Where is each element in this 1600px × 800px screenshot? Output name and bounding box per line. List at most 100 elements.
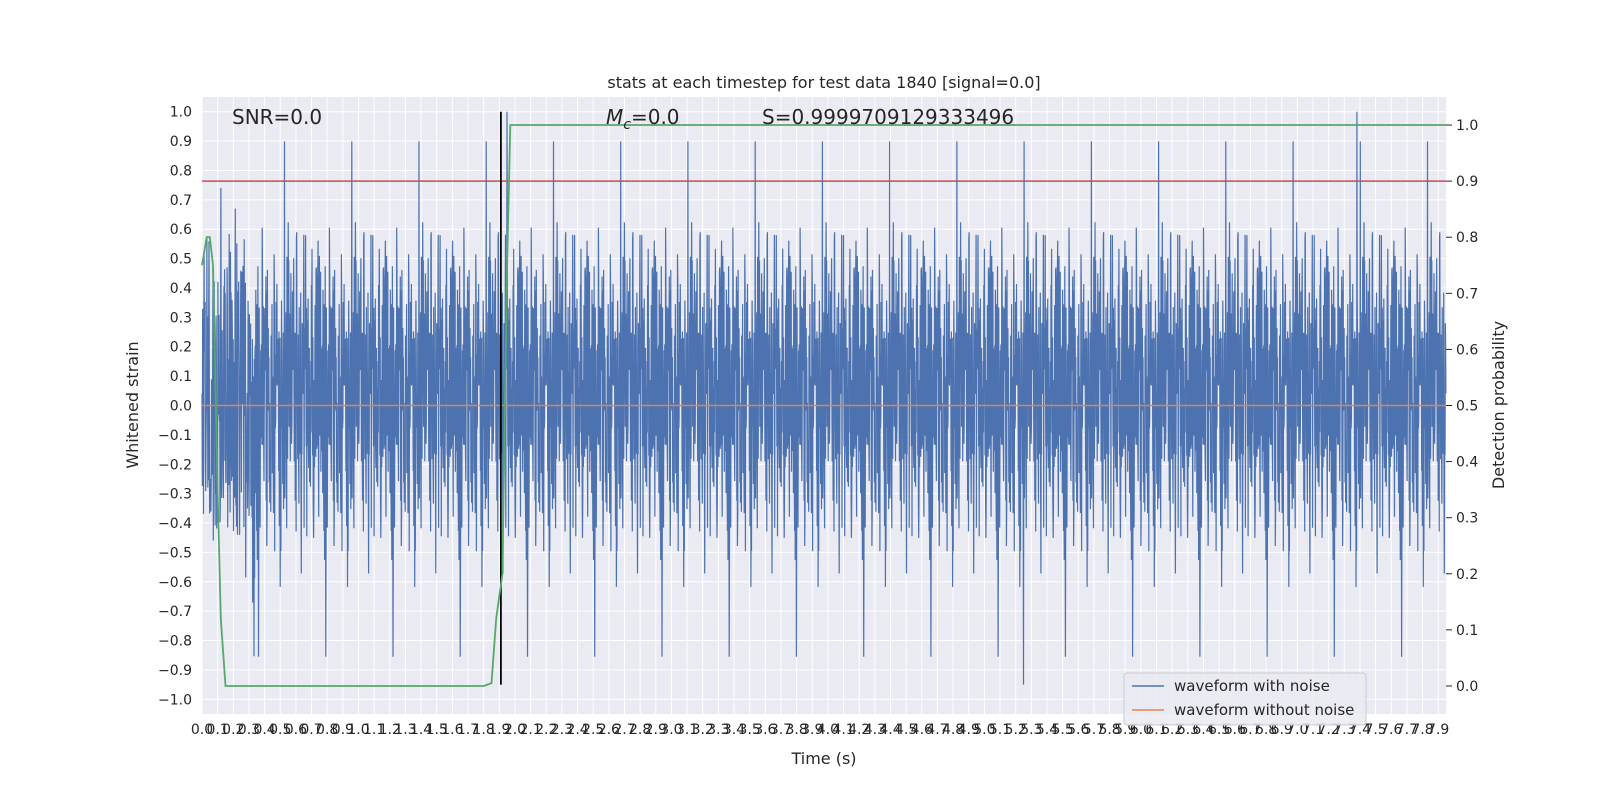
y-tick-label: 0.8: [170, 163, 192, 179]
x-tick-label: 1.5: [426, 722, 448, 738]
y-tick-label: 0.7: [170, 193, 192, 209]
x-tick-label: 0.7: [300, 722, 322, 738]
x-tick-label: 7.5: [1364, 722, 1386, 738]
y-tick-label: 0.5: [170, 252, 192, 268]
x-tick-label: 6.0: [1130, 722, 1152, 738]
x-tick-label: 0.5: [269, 722, 291, 738]
y-tick-label: 0.9: [170, 134, 192, 150]
x-tick-label: 3.4: [723, 722, 745, 738]
x-tick-label: 5.6: [1067, 722, 1089, 738]
legend-label-noise: waveform with noise: [1174, 677, 1330, 695]
y2-tick-label: 0.9: [1456, 174, 1478, 190]
x-tick-label: 2.8: [629, 722, 651, 738]
x-tick-label: 5.9: [1114, 722, 1136, 738]
x-tick-label: 3.8: [785, 722, 807, 738]
x-tick-label: 0.2: [222, 722, 244, 738]
x-tick-label: 2.5: [582, 722, 604, 738]
chirp-mass-annotation: Mc=0.0: [606, 105, 680, 133]
x-tick-label: 4.8: [942, 722, 964, 738]
y2-tick-label: 1.0: [1456, 118, 1478, 134]
y-axis-label: Whitened strain: [123, 341, 142, 468]
x-tick-label: 3.5: [739, 722, 761, 738]
x-tick-label: 7.1: [1302, 722, 1324, 738]
x-tick-label: 6.9: [1271, 722, 1293, 738]
score-annotation: S=0.9999709129333496: [762, 105, 1014, 129]
noise-trace: [201, 111, 1447, 685]
x-tick-label: 1.4: [410, 722, 432, 738]
y-tick-label: 0.4: [170, 281, 192, 297]
x-tick-label: 5.5: [1051, 722, 1073, 738]
y2-tick-label: 0.3: [1456, 511, 1478, 527]
x-tick-label: 4.7: [926, 722, 948, 738]
x-tick-label: 5.0: [973, 722, 995, 738]
y-tick-label: −0.7: [158, 604, 192, 620]
x-tick-label: 1.9: [488, 722, 510, 738]
x-tick-label: 3.3: [707, 722, 729, 738]
x-tick-label: 3.0: [660, 722, 682, 738]
x-tick-label: 4.1: [832, 722, 854, 738]
y-tick-label: −0.2: [158, 457, 192, 473]
y2-tick-label: 0.0: [1456, 679, 1478, 695]
x-tick-label: 5.4: [1036, 722, 1058, 738]
x-tick-label: 6.5: [1208, 722, 1230, 738]
x-tick-label: 1.1: [363, 722, 385, 738]
y-tick-label: −0.9: [158, 663, 192, 679]
x-tick-label: 5.7: [1083, 722, 1105, 738]
x-tick-label: 1.8: [473, 722, 495, 738]
x-tick-label: 4.0: [817, 722, 839, 738]
x-tick-label: 4.3: [864, 722, 886, 738]
x-tick-label: 0.1: [207, 722, 229, 738]
x-tick-label: 3.2: [692, 722, 714, 738]
x-tick-label: 1.0: [347, 722, 369, 738]
y-tick-label: −1.0: [158, 692, 192, 708]
x-tick-label: 4.6: [911, 722, 933, 738]
x-tick-label: 6.6: [1224, 722, 1246, 738]
y-tick-label: −0.1: [158, 428, 192, 444]
x-tick-label: 3.1: [676, 722, 698, 738]
x-tick-label: 1.2: [379, 722, 401, 738]
y-tick-label: 0.6: [170, 222, 192, 238]
x-tick-label: 6.4: [1192, 722, 1214, 738]
x-tick-label: 4.9: [958, 722, 980, 738]
y2-tick-label: 0.2: [1456, 567, 1478, 583]
x-tick-label: 7.9: [1427, 722, 1449, 738]
x-tick-label: 2.1: [519, 722, 541, 738]
x-tick-label: 4.4: [879, 722, 901, 738]
x-tick-label: 3.9: [801, 722, 823, 738]
x-tick-label: 7.0: [1286, 722, 1308, 738]
legend-label-clean: waveform without noise: [1174, 701, 1354, 719]
y-tick-label: 0.2: [170, 340, 192, 356]
series-detection-probability: [201, 124, 1446, 687]
y-tick-label: −0.4: [158, 516, 192, 532]
series-waveform-with-noise: [201, 111, 1447, 685]
legend: waveform with noise waveform without noi…: [1123, 672, 1367, 726]
x-tick-label: 6.3: [1177, 722, 1199, 738]
x-tick-label: 7.3: [1333, 722, 1355, 738]
x-axis-label: Time (s): [790, 749, 856, 768]
legend-box: [1123, 672, 1367, 726]
x-tick-label: 0.9: [332, 722, 354, 738]
x-tick-label: 2.7: [613, 722, 635, 738]
chart-title: stats at each timestep for test data 184…: [607, 73, 1040, 92]
x-tick-label: 3.6: [754, 722, 776, 738]
x-tick-label: 5.8: [1098, 722, 1120, 738]
y2-tick-label: 0.8: [1456, 230, 1478, 246]
x-tick-label: 7.8: [1411, 722, 1433, 738]
x-tick-label: 0.8: [316, 722, 338, 738]
x-tick-label: 5.1: [989, 722, 1011, 738]
x-tick-label: 1.7: [457, 722, 479, 738]
x-tick-label: 0.6: [285, 722, 307, 738]
x-tick-label: 7.4: [1349, 722, 1371, 738]
y-tick-label: −0.5: [158, 545, 192, 561]
x-tick-label: 6.2: [1161, 722, 1183, 738]
y2-tick-label: 0.7: [1456, 286, 1478, 302]
y2-axis-label: Detection probability: [1489, 321, 1508, 489]
chirp-mass-value: =0.0: [631, 105, 680, 129]
y-tick-label: −0.3: [158, 487, 192, 503]
y-tick-label: −0.6: [158, 575, 192, 591]
y2-tick-label: 0.5: [1456, 399, 1478, 415]
y2-tick-label: 0.4: [1456, 455, 1478, 471]
y-axis-ticks: −1.0 −0.9 −0.8 −0.7 −0.6 −0.5 −0.4 −0.3 −0.2 −0.1…: [158, 105, 192, 709]
chirp-mass-subscript: c: [623, 117, 631, 133]
